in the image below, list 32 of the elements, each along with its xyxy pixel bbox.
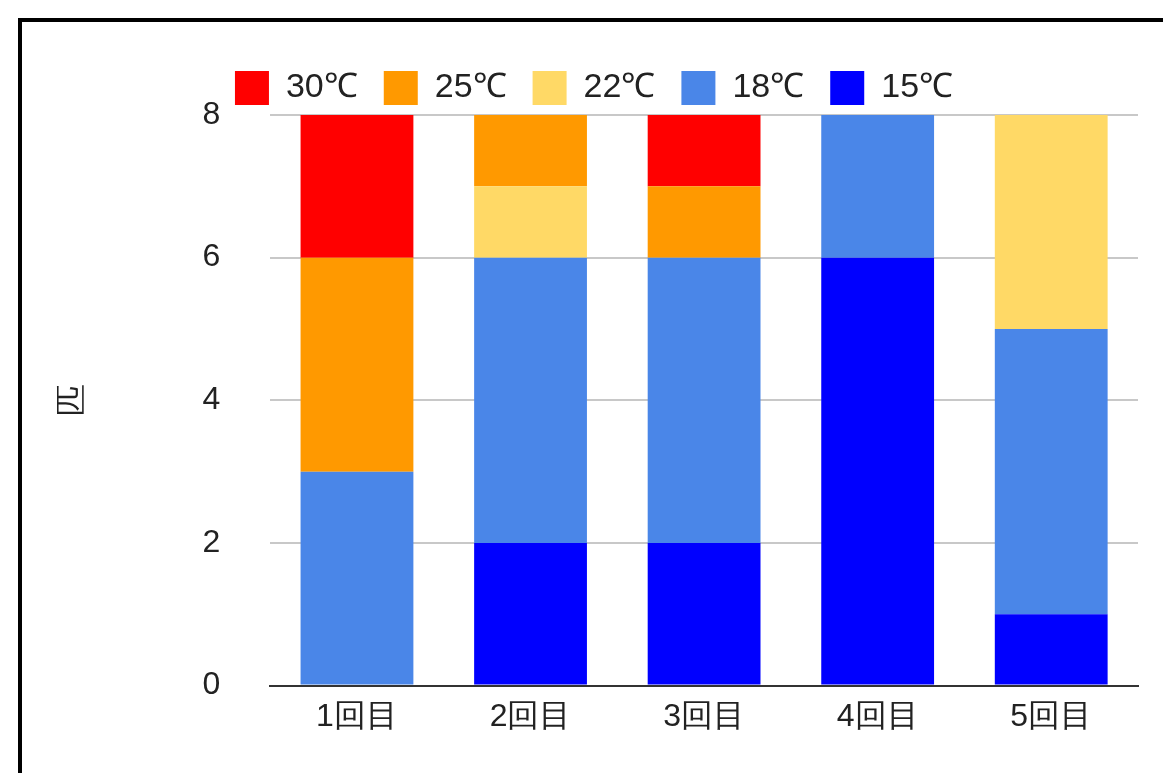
- bar: [474, 542, 587, 685]
- bar: [821, 257, 935, 685]
- legend-label: 30℃: [285, 66, 358, 105]
- bar: [474, 186, 587, 258]
- bar: [474, 115, 587, 187]
- x-tick-label: 5回目: [1010, 696, 1093, 733]
- y-axis-title: 匹: [53, 384, 90, 417]
- x-tick-label: 2回目: [489, 696, 572, 733]
- bar: [647, 542, 761, 685]
- bar: [300, 471, 414, 685]
- legend-label: 25℃: [434, 66, 507, 105]
- y-tick-label: 8: [202, 94, 221, 131]
- x-tick-label: 3回目: [663, 696, 745, 733]
- x-tick-label: 4回目: [836, 696, 919, 733]
- bar: [994, 328, 1108, 615]
- y-tick-label: 4: [202, 380, 221, 417]
- y-tick-label: 0: [202, 665, 221, 702]
- x-tick-label: 1回目: [316, 696, 398, 733]
- y-tick-label: 2: [202, 522, 221, 559]
- bar: [994, 115, 1108, 329]
- bar: [300, 115, 414, 258]
- y-tick-label: 6: [202, 237, 221, 274]
- bar: [647, 257, 761, 543]
- bar: [647, 186, 761, 258]
- bar: [300, 257, 414, 472]
- bar: [647, 115, 761, 187]
- legend-label: 18℃: [732, 66, 805, 105]
- bar: [474, 257, 587, 543]
- bar: [994, 614, 1108, 685]
- legend-label: 15℃: [881, 66, 954, 105]
- legend-label: 22℃: [583, 66, 656, 105]
- bar: [821, 115, 935, 258]
